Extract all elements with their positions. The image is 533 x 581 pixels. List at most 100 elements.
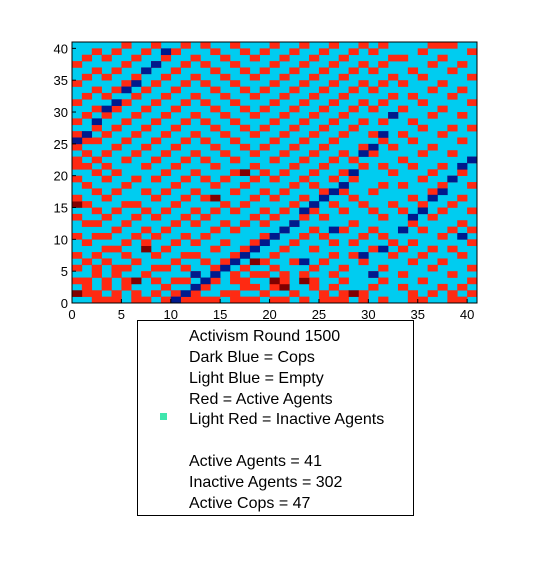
cell-active-agent xyxy=(397,156,409,164)
cell-active-agent xyxy=(239,48,251,56)
cell-active-agent xyxy=(279,131,290,138)
cell-active-agent xyxy=(81,162,93,170)
cell-active-agent xyxy=(220,92,231,100)
cell-active-agent xyxy=(388,252,399,259)
cell-active-agent xyxy=(220,258,231,266)
cell-active-agent xyxy=(279,112,290,119)
cell-active-agent xyxy=(407,118,419,126)
cell-active-agent xyxy=(467,264,478,272)
cell-active-agent xyxy=(131,112,142,119)
cell-active-agent xyxy=(407,290,419,297)
cell-active-agent xyxy=(190,239,201,247)
cell-active-agent xyxy=(348,194,359,202)
cell-active-agent xyxy=(447,271,458,278)
cell-active-agent xyxy=(239,220,251,227)
cell-active-agent xyxy=(81,220,93,227)
cell-active-agent xyxy=(239,245,251,253)
cell-active-agent xyxy=(101,54,112,62)
cell-active-agent xyxy=(259,169,270,176)
cell-active-agent xyxy=(111,226,122,234)
cell-active-agent xyxy=(91,124,102,132)
cell-active-agent xyxy=(190,92,201,100)
cell-active-agent xyxy=(407,220,419,227)
cell-active-agent xyxy=(101,131,112,138)
cell-active-agent xyxy=(190,290,201,297)
cell-active-agent xyxy=(81,54,93,62)
cell-active-agent xyxy=(72,194,83,202)
cell-cop xyxy=(111,99,122,106)
cell-active-agent xyxy=(151,232,162,240)
y-tick-label: 20 xyxy=(54,169,68,184)
cell-active-agent xyxy=(72,162,83,170)
cell-active-agent xyxy=(190,296,201,304)
cell-active-agent xyxy=(289,201,300,208)
cell-active-agent xyxy=(279,277,290,285)
cell-active-agent xyxy=(279,271,290,278)
cell-active-agent xyxy=(309,226,320,234)
cell-active-agent xyxy=(397,207,409,215)
cell-active-agent xyxy=(427,245,438,253)
cell-active-agent xyxy=(279,150,290,157)
cell-active-agent xyxy=(417,73,428,81)
cell-active-agent xyxy=(309,264,320,272)
cell-active-agent xyxy=(417,277,428,285)
cell-active-agent xyxy=(299,296,310,304)
cell-active-agent xyxy=(299,271,310,278)
cell-active-agent xyxy=(160,112,172,119)
cell-active-agent xyxy=(269,264,280,272)
cell-active-agent xyxy=(91,86,102,94)
cell-active-agent xyxy=(328,99,340,106)
cell-inactive-agent xyxy=(269,277,280,285)
cell-cop xyxy=(121,86,132,94)
cell-active-agent xyxy=(131,54,142,62)
cell-active-agent xyxy=(230,118,241,126)
cell-active-agent xyxy=(279,169,290,176)
cell-cop xyxy=(81,131,93,138)
cell-active-agent xyxy=(210,245,221,253)
cell-active-agent xyxy=(101,245,112,253)
cell-active-agent xyxy=(427,213,438,221)
cell-active-agent xyxy=(378,162,389,170)
cell-active-agent xyxy=(121,156,132,164)
cell-active-agent xyxy=(121,182,132,189)
cell-active-agent xyxy=(417,296,428,304)
cell-active-agent xyxy=(368,188,379,196)
cell-active-agent xyxy=(417,201,428,208)
cell-active-agent xyxy=(279,188,290,196)
cell-active-agent xyxy=(289,143,300,151)
cell-active-agent xyxy=(378,137,389,145)
cell-active-agent xyxy=(437,207,448,215)
cell-cop xyxy=(378,131,389,138)
x-tick-label: 5 xyxy=(118,307,125,322)
cell-active-agent xyxy=(180,118,191,126)
cell-active-agent xyxy=(407,194,419,202)
cell-active-agent xyxy=(180,137,191,145)
cell-active-agent xyxy=(170,277,181,285)
cell-active-agent xyxy=(101,73,112,81)
cell-active-agent xyxy=(348,124,359,132)
cell-active-agent xyxy=(141,226,152,234)
cell-active-agent xyxy=(388,239,399,247)
cell-active-agent xyxy=(91,156,102,164)
cell-active-agent xyxy=(91,207,102,215)
cell-active-agent xyxy=(101,296,112,304)
cell-active-agent xyxy=(249,175,260,183)
cell-active-agent xyxy=(328,175,340,183)
cell-active-agent xyxy=(259,105,270,113)
cell-active-agent xyxy=(259,271,270,278)
cell-active-agent xyxy=(378,61,389,68)
cell-active-agent xyxy=(269,137,280,145)
cell-cop xyxy=(190,283,201,291)
cell-active-agent xyxy=(397,54,409,62)
cell-active-agent xyxy=(121,42,132,49)
cell-active-agent xyxy=(151,137,162,145)
cell-active-agent xyxy=(230,137,241,145)
cell-active-agent xyxy=(190,150,201,157)
cell-cop xyxy=(457,162,468,170)
cell-active-agent xyxy=(180,175,191,183)
cell-active-agent xyxy=(348,252,359,259)
cell-active-agent xyxy=(407,67,419,75)
cell-active-agent xyxy=(299,175,310,183)
cell-active-agent xyxy=(388,92,399,100)
